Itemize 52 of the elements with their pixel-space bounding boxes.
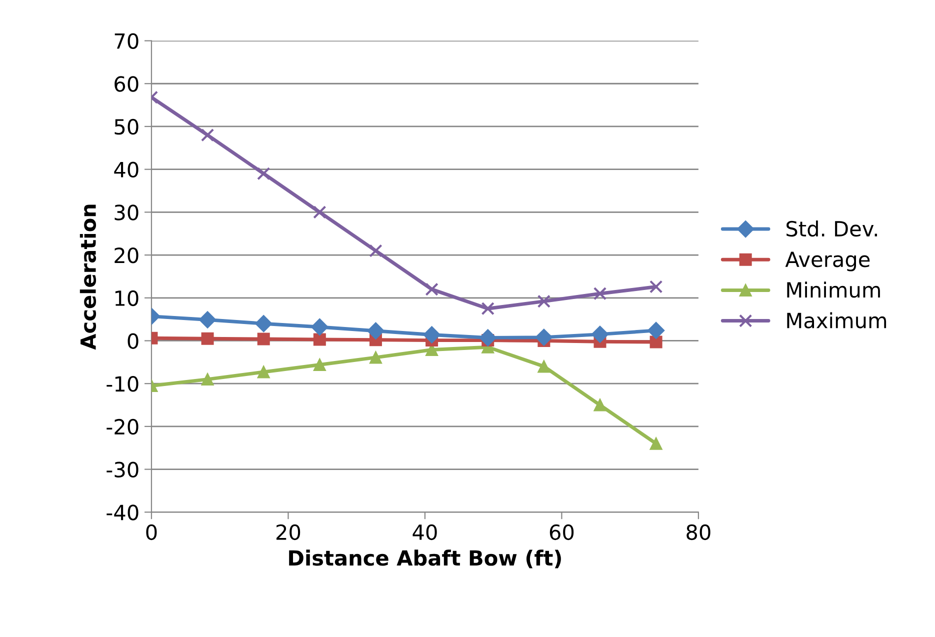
legend-label: Std. Dev.	[786, 220, 877, 237]
point	[649, 280, 663, 294]
point	[313, 333, 326, 346]
point	[425, 282, 438, 296]
y-axis-title: Acceleration	[80, 204, 96, 350]
x-tick-label: 20	[276, 524, 300, 540]
y-tick-label: 40	[114, 162, 138, 178]
point	[650, 437, 662, 450]
point	[200, 128, 214, 142]
point	[481, 302, 494, 316]
x-tick-label: 40	[412, 524, 437, 540]
point	[201, 332, 214, 345]
point	[313, 358, 326, 371]
x-axis-title: Distance Abaft Bow (ft)	[289, 550, 561, 568]
point	[257, 366, 270, 378]
point	[538, 360, 550, 373]
point	[479, 329, 496, 346]
point	[537, 294, 551, 308]
point	[255, 315, 272, 332]
x-tick-label: 0	[146, 524, 157, 540]
y-tick-label: -20	[106, 418, 138, 435]
point	[367, 322, 384, 340]
y-tick-label: -40	[106, 504, 138, 520]
y-tick-label: -30	[106, 462, 138, 478]
y-tick-label: 50	[114, 118, 138, 135]
point	[198, 311, 216, 328]
point	[369, 244, 382, 258]
y-tick-label: 20	[114, 247, 138, 264]
point	[201, 373, 214, 386]
point	[648, 322, 665, 340]
point	[311, 318, 328, 336]
point	[593, 287, 607, 300]
legend-label: Minimum	[787, 282, 880, 298]
y-tick-label: 60	[114, 76, 138, 92]
x-tick-label: 60	[550, 524, 574, 540]
y-tick-label: 10	[115, 290, 138, 306]
point	[650, 336, 662, 348]
point	[369, 351, 382, 364]
point	[591, 326, 609, 343]
point	[535, 328, 552, 346]
point	[313, 206, 326, 219]
point	[257, 332, 270, 346]
point	[257, 167, 270, 180]
point	[594, 398, 606, 412]
y-tick-label: -10	[106, 376, 138, 392]
y-tick-label: 0	[128, 333, 138, 349]
point	[423, 326, 440, 344]
y-tick-label: 70	[114, 33, 138, 49]
legend-label: Maximum	[787, 312, 886, 328]
y-tick-label: 30	[114, 204, 138, 220]
x-tick-label: 80	[686, 524, 710, 540]
legend-label: Average	[785, 252, 870, 272]
